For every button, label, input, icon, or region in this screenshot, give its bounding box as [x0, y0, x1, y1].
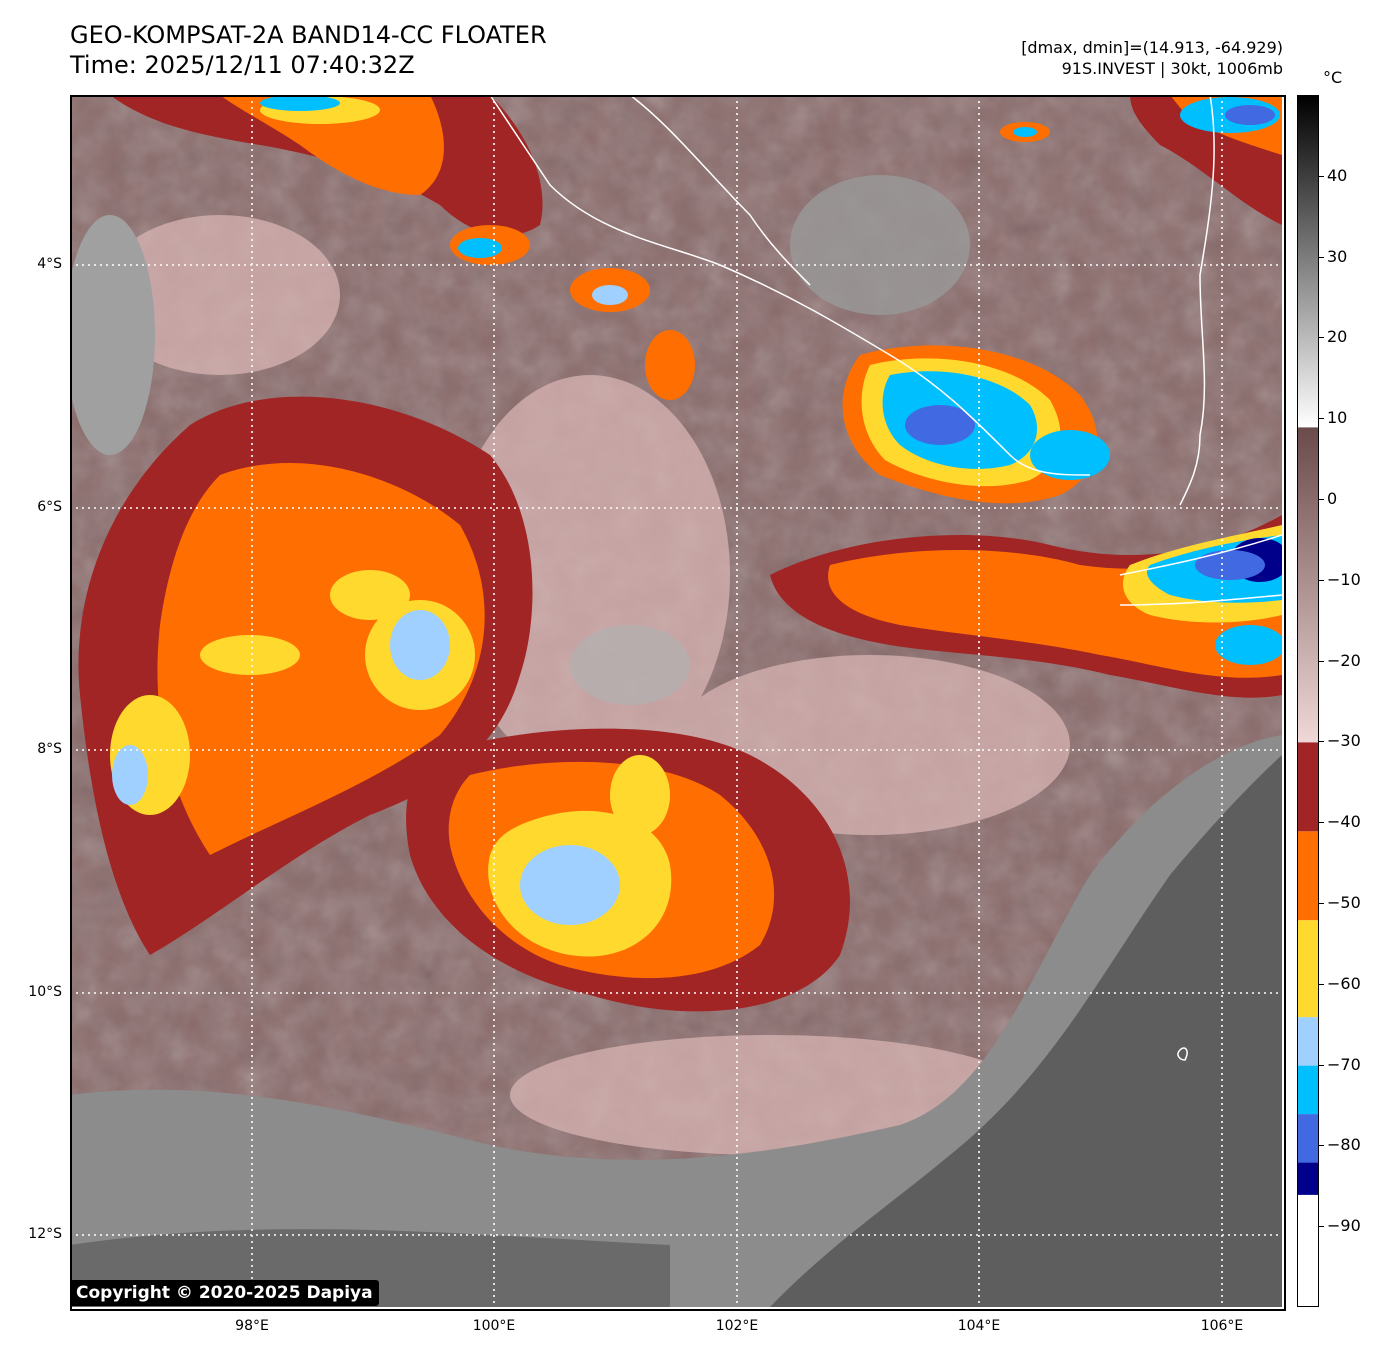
convective-band-north [110, 95, 695, 400]
colorbar-tick-label: −60 [1327, 973, 1361, 993]
colorbar-tick-label: −30 [1327, 731, 1361, 751]
data-range-text: [dmax, dmin]=(14.913, -64.929) [1021, 38, 1283, 57]
map-frame [70, 95, 1286, 1311]
colorbar-tick-label: −90 [1327, 1216, 1361, 1236]
colorbar-band-5 [1298, 920, 1318, 1018]
lon-label-102e: 102°E [715, 1318, 759, 1334]
colorbar-tick-mark [1319, 175, 1324, 177]
colorbar-tick-label: 20 [1327, 327, 1348, 347]
convective-cluster-central [406, 728, 850, 1012]
colorbar-tick-label: 40 [1327, 165, 1348, 185]
colorbar-gradient-1 [1298, 96, 1318, 428]
colorbar-tick-label: −80 [1327, 1135, 1361, 1155]
colorbar-tick-mark [1319, 579, 1324, 581]
colorbar-tick-mark [1319, 337, 1324, 339]
colorbar-band-4 [1298, 1017, 1318, 1066]
lat-label-4s: 4°S [37, 256, 62, 272]
colorbar-tick-label: −40 [1327, 812, 1361, 832]
lat-label-8s: 8°S [37, 741, 62, 757]
colorbar-tick-mark [1319, 983, 1324, 985]
storm-info: [dmax, dmin]=(14.913, -64.929) 91S.INVES… [1021, 37, 1283, 79]
coastlines [489, 95, 1282, 1061]
lat-label-10s: 10°S [28, 984, 62, 1000]
colorbar-tick-mark [1319, 1064, 1324, 1066]
colorbar-band-1 [1298, 1162, 1318, 1195]
graticule [70, 95, 1282, 1307]
colorbar-tick-mark [1319, 903, 1324, 904]
colorbar-band-0 [1298, 1194, 1318, 1306]
lon-label-100e: 100°E [472, 1318, 516, 1334]
convective-cluster-west [78, 396, 533, 956]
colorbar-tick-mark [1319, 256, 1324, 258]
colorbar-tick-mark [1319, 741, 1324, 743]
colorbar-tick-label: −10 [1327, 569, 1361, 589]
colorbar-tick-mark [1319, 499, 1324, 500]
lat-label-6s: 6°S [37, 499, 62, 515]
colorbar-unit: °C [1323, 68, 1343, 87]
colorbar-tick-mark [1319, 418, 1324, 420]
colorbar-gradient-0 [1298, 427, 1318, 743]
colorbar-band-6 [1298, 831, 1318, 921]
title-line-1: GEO-KOMPSAT-2A BAND14-CC FLOATER [70, 21, 547, 49]
colorbar-tick-label: 10 [1327, 408, 1348, 428]
colorbar-band-2 [1298, 1114, 1318, 1163]
colorbar-tick-label: 30 [1327, 246, 1348, 266]
colorbar-band-7 [1298, 742, 1318, 832]
lat-label-12s: 12°S [28, 1226, 62, 1242]
title-line-2: Time: 2025/12/11 07:40:32Z [70, 51, 415, 79]
colorbar-band-3 [1298, 1065, 1318, 1115]
colorbar-tick-label: −70 [1327, 1054, 1361, 1074]
lon-label-98e: 98°E [235, 1318, 269, 1334]
colorbar-tick-label: −20 [1327, 650, 1361, 670]
colorbar-tick-mark [1319, 1226, 1324, 1228]
copyright-badge: Copyright © 2020-2025 Dapiya [70, 1280, 379, 1306]
lon-label-106e: 106°E [1200, 1318, 1244, 1334]
satellite-map[interactable] [70, 95, 1282, 1307]
colorbar-tick-label: −50 [1327, 893, 1361, 912]
colorbar-tick-mark [1319, 660, 1324, 662]
chart-title: GEO-KOMPSAT-2A BAND14-CC FLOATER Time: 2… [70, 20, 547, 80]
storm-summary-text: 91S.INVEST | 30kt, 1006mb [1061, 59, 1283, 78]
colorbar-tick-mark [1319, 1145, 1324, 1147]
colorbar-tick-label: 0 [1327, 489, 1338, 508]
colorbar-bands [1298, 96, 1318, 1306]
lon-label-104e: 104°E [957, 1318, 1001, 1334]
colorbar-tick-mark [1319, 822, 1324, 824]
colorbar [1297, 95, 1319, 1307]
